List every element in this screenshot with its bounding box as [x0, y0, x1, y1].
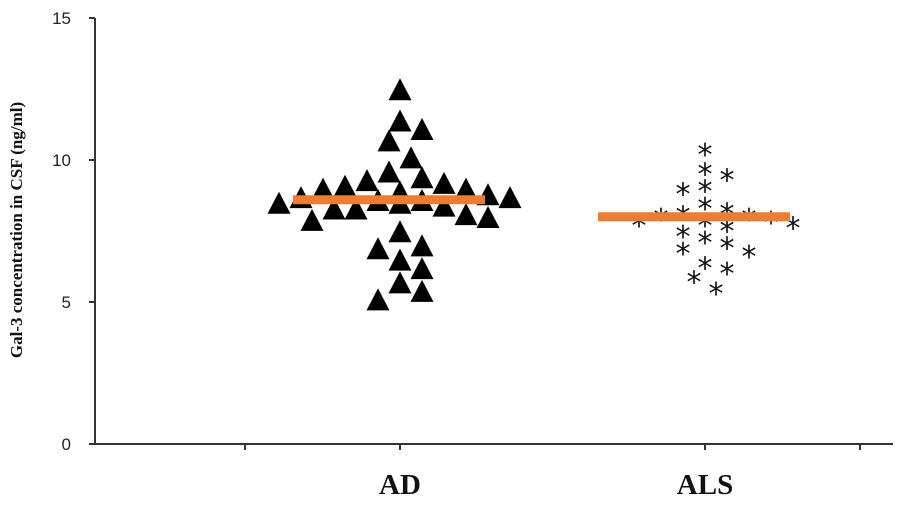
data-point-ad	[355, 169, 379, 192]
data-point-als: *	[698, 226, 713, 261]
data-point-als: *	[720, 232, 735, 267]
data-point-ad	[311, 177, 335, 200]
data-point-als: *	[698, 251, 713, 286]
data-point-ad	[410, 117, 434, 140]
data-point-als: *	[687, 266, 702, 301]
data-point-als: *	[720, 257, 735, 292]
data-point-ad	[388, 220, 412, 243]
data-point-ad	[432, 194, 456, 217]
data-point-ad	[388, 78, 412, 101]
data-point-ad	[333, 174, 357, 197]
data-point-ad	[399, 146, 423, 169]
data-point-als: *	[720, 163, 735, 198]
data-point-als: *	[764, 206, 779, 241]
data-point-ad	[388, 248, 412, 271]
category-labels: AD ALS	[379, 469, 733, 501]
data-point-ad	[498, 186, 522, 209]
axes	[94, 18, 893, 445]
data-point-ad	[432, 171, 456, 194]
data-point-ad	[267, 191, 291, 214]
mean-lines	[293, 195, 790, 222]
data-point-als: *	[698, 175, 713, 210]
data-point-ad	[410, 166, 434, 189]
y-tick-label: 0	[62, 435, 71, 454]
data-point-als: *	[698, 138, 713, 173]
data-point-ad	[410, 234, 434, 257]
data-point-als: *	[676, 178, 691, 213]
data-point-ad	[366, 288, 390, 311]
category-label-als: ALS	[677, 469, 733, 501]
data-point-ad	[454, 177, 478, 200]
data-point-ad	[322, 197, 346, 220]
category-label-ad: AD	[379, 469, 421, 501]
x-ticks	[244, 444, 861, 450]
data-point-ad	[476, 206, 500, 228]
data-point-als: *	[720, 214, 735, 249]
y-tick-label: 10	[52, 151, 71, 170]
data-point-ad	[388, 109, 412, 132]
y-tick-label: 15	[52, 9, 71, 28]
data-point-ad	[454, 203, 478, 226]
data-point-ad	[410, 257, 434, 280]
data-point-als: *	[676, 220, 691, 255]
data-point-als: *	[676, 237, 691, 272]
data-point-ad	[410, 279, 434, 302]
data-point-als: *	[742, 240, 757, 275]
data-point-ad	[344, 197, 368, 220]
data-point-ad	[366, 237, 390, 260]
data-point-als: *	[709, 277, 724, 312]
data-points: ************************	[267, 78, 801, 312]
data-point-ad	[300, 208, 324, 231]
data-point-ad	[377, 160, 401, 183]
y-ticks: 0 5 10 15	[52, 9, 95, 454]
data-point-ad	[377, 129, 401, 152]
data-point-als: *	[698, 158, 713, 193]
y-axis-label: Gal-3 concentration in CSF (ng/ml)	[7, 102, 26, 358]
data-point-ad	[388, 271, 412, 294]
y-tick-label: 5	[62, 293, 71, 312]
